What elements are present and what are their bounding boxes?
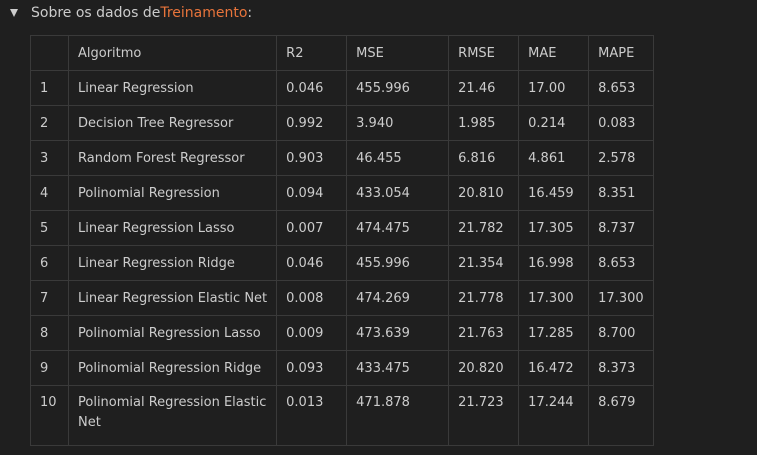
cell-algoritmo: Polinomial Regression Elastic Net — [67, 385, 278, 446]
table-row: 1 Linear Regression 0.046 455.996 21.46 17.00… — [30, 70, 654, 106]
table-row: 2 Decision Tree Regressor 0.992 3.940 1.985 0… — [30, 105, 654, 141]
header-mae: MAE — [518, 35, 590, 71]
cell-mae: 16.472 — [518, 350, 590, 386]
cell-rmse: 21.782 — [448, 210, 520, 246]
table-body: 1 Linear Regression 0.046 455.996 21.46 17.00… — [30, 70, 654, 446]
cell-r2: 0.094 — [276, 175, 348, 211]
cell-mae: 16.998 — [518, 245, 590, 281]
cell-mape: 17.300 — [588, 280, 654, 316]
cell-algoritmo: Polinomial Regression Lasso — [67, 315, 278, 351]
cell-mae: 17.285 — [518, 315, 590, 351]
cell-mse: 474.269 — [346, 280, 450, 316]
cell-algoritmo: Linear Regression Ridge — [67, 245, 278, 281]
cell-r2: 0.009 — [276, 315, 348, 351]
cell-rmse: 21.723 — [448, 385, 520, 446]
cell-mae: 17.00 — [518, 70, 590, 106]
cell-mae: 17.244 — [518, 385, 590, 446]
cell-rmse: 20.810 — [448, 175, 520, 211]
cell-mse: 455.996 — [346, 245, 450, 281]
cell-index: 1 — [30, 70, 69, 106]
cell-index: 10 — [30, 385, 69, 446]
cell-r2: 0.093 — [276, 350, 348, 386]
triangle-down-icon[interactable] — [10, 9, 18, 17]
section-title-prefix: Sobre os dados de — [31, 5, 161, 21]
cell-mse: 3.940 — [346, 105, 450, 141]
cell-mape: 0.083 — [588, 105, 654, 141]
metrics-table: Algoritmo R2 MSE RMSE MAE MAPE 1 Linear R… — [30, 35, 654, 446]
cell-index: 4 — [30, 175, 69, 211]
cell-r2: 0.046 — [276, 245, 348, 281]
header-rmse: RMSE — [448, 35, 520, 71]
cell-rmse: 21.46 — [448, 70, 520, 106]
cell-rmse: 20.820 — [448, 350, 520, 386]
table-row: 6 Linear Regression Ridge 0.046 455.996 21.3… — [30, 245, 654, 281]
cell-rmse: 21.763 — [448, 315, 520, 351]
cell-mae: 16.459 — [518, 175, 590, 211]
section-title-suffix: : — [247, 5, 253, 21]
cell-index: 2 — [30, 105, 69, 141]
table-row: 9 Polinomial Regression Ridge 0.093 433.475… — [30, 350, 654, 386]
cell-mape: 8.351 — [588, 175, 654, 211]
cell-algoritmo: Linear Regression Elastic Net — [67, 280, 278, 316]
section-title-highlight: Treinamento — [160, 5, 248, 21]
table-row: 4 Polinomial Regression 0.094 433.054 20.810… — [30, 175, 654, 211]
cell-mae: 17.300 — [518, 280, 590, 316]
cell-mape: 8.653 — [588, 245, 654, 281]
cell-index: 8 — [30, 315, 69, 351]
cell-mape: 8.373 — [588, 350, 654, 386]
cell-index: 7 — [30, 280, 69, 316]
cell-rmse: 21.778 — [448, 280, 520, 316]
table-header-row: Algoritmo R2 MSE RMSE MAE MAPE — [30, 35, 654, 71]
header-r2: R2 — [276, 35, 348, 71]
cell-mape: 8.653 — [588, 70, 654, 106]
cell-rmse: 6.816 — [448, 140, 520, 176]
cell-mse: 473.639 — [346, 315, 450, 351]
cell-algoritmo: Decision Tree Regressor — [67, 105, 278, 141]
cell-index: 6 — [30, 245, 69, 281]
header-mse: MSE — [346, 35, 450, 71]
cell-r2: 0.013 — [276, 385, 348, 446]
cell-mape: 8.737 — [588, 210, 654, 246]
cell-r2: 0.046 — [276, 70, 348, 106]
cell-r2: 0.903 — [276, 140, 348, 176]
cell-r2: 0.008 — [276, 280, 348, 316]
header-mape: MAPE — [588, 35, 654, 71]
cell-index: 5 — [30, 210, 69, 246]
cell-algoritmo: Polinomial Regression — [67, 175, 278, 211]
cell-algoritmo: Random Forest Regressor — [67, 140, 278, 176]
cell-mape: 2.578 — [588, 140, 654, 176]
cell-mse: 455.996 — [346, 70, 450, 106]
table-row: 8 Polinomial Regression Lasso 0.009 473.639… — [30, 315, 654, 351]
cell-rmse: 21.354 — [448, 245, 520, 281]
header-index — [30, 35, 69, 71]
table-row: 5 Linear Regression Lasso 0.007 474.475 21.7… — [30, 210, 654, 246]
cell-index: 3 — [30, 140, 69, 176]
cell-mape: 8.679 — [588, 385, 654, 446]
table-row: 7 Linear Regression Elastic Net 0.008 474.2… — [30, 280, 654, 316]
cell-algoritmo: Polinomial Regression Ridge — [67, 350, 278, 386]
section-header[interactable]: Sobre os dados de Treinamento: — [10, 3, 252, 23]
cell-mse: 471.878 — [346, 385, 450, 446]
cell-mape: 8.700 — [588, 315, 654, 351]
cell-mae: 4.861 — [518, 140, 590, 176]
cell-mae: 0.214 — [518, 105, 590, 141]
cell-algoritmo: Linear Regression — [67, 70, 278, 106]
header-algoritmo: Algoritmo — [67, 35, 278, 71]
cell-index: 9 — [30, 350, 69, 386]
cell-mse: 474.475 — [346, 210, 450, 246]
cell-mse: 46.455 — [346, 140, 450, 176]
cell-mse: 433.475 — [346, 350, 450, 386]
cell-mse: 433.054 — [346, 175, 450, 211]
cell-algoritmo: Linear Regression Lasso — [67, 210, 278, 246]
table-row: 10 Polinomial Regression Elastic Net 0.013… — [30, 385, 654, 446]
cell-r2: 0.007 — [276, 210, 348, 246]
cell-r2: 0.992 — [276, 105, 348, 141]
cell-mae: 17.305 — [518, 210, 590, 246]
table-row: 3 Random Forest Regressor 0.903 46.455 6.816… — [30, 140, 654, 176]
cell-rmse: 1.985 — [448, 105, 520, 141]
